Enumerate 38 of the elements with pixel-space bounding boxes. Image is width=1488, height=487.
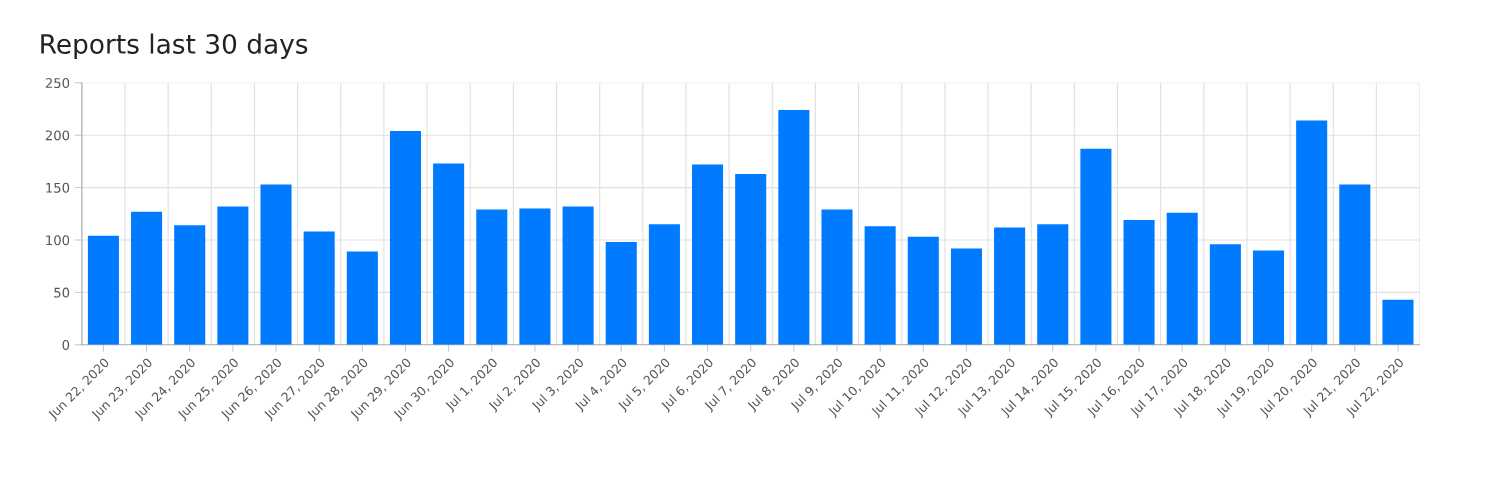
- bar: [174, 225, 206, 345]
- y-tick-label: 100: [46, 235, 70, 246]
- bar: [476, 209, 508, 345]
- bar: [562, 206, 594, 345]
- bar: [605, 242, 637, 345]
- chart-title: Reports last 30 days: [41, 33, 308, 60]
- bar: [131, 211, 163, 345]
- y-tick-label: 0: [62, 340, 70, 350]
- bar: [1123, 220, 1155, 345]
- bar: [1080, 148, 1112, 345]
- bar: [1252, 250, 1285, 345]
- bar: [346, 251, 378, 345]
- y-tick-label: 200: [45, 130, 70, 141]
- y-tick-label: 150: [46, 182, 70, 193]
- bar: [821, 209, 853, 345]
- y-tick-label: 250: [45, 78, 70, 88]
- bar: [433, 163, 465, 345]
- bar: [864, 226, 896, 345]
- bar: [217, 206, 249, 345]
- bar: [648, 224, 680, 345]
- bar: [994, 227, 1026, 345]
- bar: [389, 131, 422, 345]
- y-tick-label: 50: [54, 287, 70, 298]
- bar: [303, 231, 335, 345]
- bar: [1339, 184, 1371, 345]
- bar: [692, 164, 724, 345]
- bar: [778, 110, 810, 345]
- bar: [1166, 212, 1198, 345]
- bar: [260, 184, 292, 345]
- bar: [519, 208, 551, 345]
- bar: [87, 235, 119, 345]
- bar: [1296, 120, 1328, 345]
- bar: [735, 173, 767, 345]
- bar: [1209, 244, 1241, 345]
- bar: [950, 248, 982, 345]
- bar: [907, 236, 939, 345]
- bar: [1382, 299, 1414, 345]
- bar: [1037, 224, 1069, 345]
